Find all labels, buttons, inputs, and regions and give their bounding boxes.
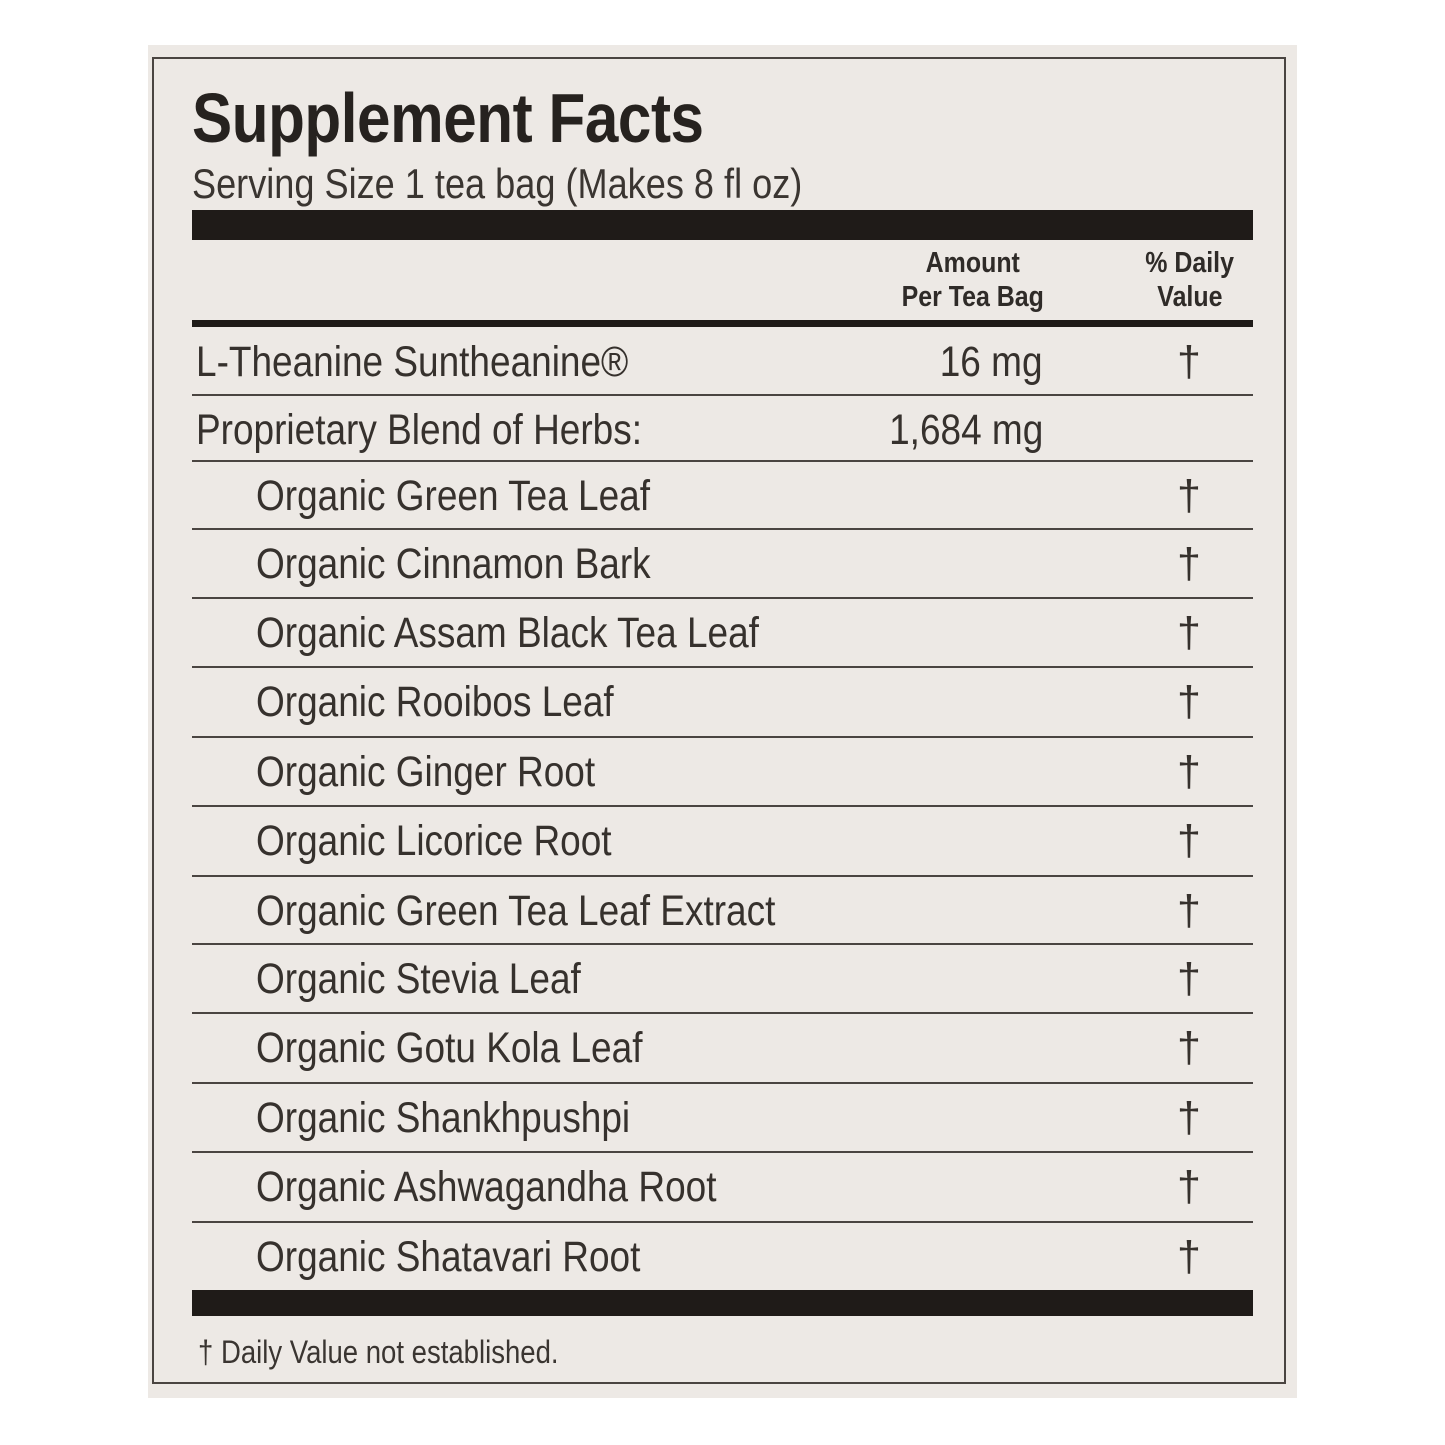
ingredient-name: Organic Green Tea Leaf Extract <box>256 887 860 936</box>
row-divider <box>192 875 1253 877</box>
dagger-daily-value: † <box>1177 887 1201 935</box>
ingredient-name-text: Organic Green Tea Leaf <box>256 472 651 520</box>
ingredient-name: L-Theanine Suntheanine® <box>196 338 699 387</box>
dagger-daily-value: † <box>1177 678 1201 726</box>
table-row: Organic Ashwagandha Root † <box>192 1153 1253 1223</box>
row-divider <box>192 1082 1253 1084</box>
ingredient-name: Organic Assam Black Tea Leaf <box>256 609 841 658</box>
dagger-daily-value: † <box>1177 1233 1201 1281</box>
table-row: L-Theanine Suntheanine® 16 mg † <box>192 328 1253 396</box>
footnote: † Daily Value not established. <box>198 1334 617 1371</box>
ingredient-name-text: Organic Ashwagandha Root <box>256 1163 717 1211</box>
ingredient-amount: 1,684 mg <box>864 406 1043 455</box>
dagger-daily-value: † <box>1177 472 1201 520</box>
ingredient-name-text: Organic Shankhpushpi <box>256 1094 631 1142</box>
ingredient-name: Organic Shankhpushpi <box>256 1094 691 1143</box>
thick-divider-bottom <box>192 1290 1253 1316</box>
label-border <box>152 57 1286 1384</box>
medium-divider <box>192 320 1253 327</box>
title-text: Supplement Facts <box>192 79 704 157</box>
ingredient-name: Organic Stevia Leaf <box>256 955 634 1004</box>
ingredient-name: Organic Ashwagandha Root <box>256 1163 791 1212</box>
ingredient-name-text: Organic Ginger Root <box>256 748 596 796</box>
serving-size-text: Serving Size 1 tea bag (Makes 8 fl oz) <box>192 160 803 207</box>
dv-header-line2: Value <box>1157 281 1223 313</box>
row-divider <box>192 666 1253 668</box>
ingredient-name: Organic Ginger Root <box>256 748 650 797</box>
dv-header-line1: % Daily <box>1145 247 1235 279</box>
ingredient-name: Organic Gotu Kola Leaf <box>256 1024 705 1073</box>
ingredient-name-text: Organic Gotu Kola Leaf <box>256 1024 643 1072</box>
ingredient-name: Organic Cinnamon Bark <box>256 540 715 589</box>
ingredient-name-text: Organic Shatavari Root <box>256 1233 641 1281</box>
table-row: Organic Licorice Root † <box>192 807 1253 877</box>
row-divider <box>192 528 1253 530</box>
dagger-daily-value: † <box>1177 609 1201 657</box>
daily-value-column-header: % Daily Value <box>1110 246 1270 314</box>
label-title: Supplement Facts <box>192 78 787 158</box>
ingredient-name-text: Organic Assam Black Tea Leaf <box>256 609 759 657</box>
table-row: Organic Gotu Kola Leaf † <box>192 1014 1253 1084</box>
ingredient-name: Organic Shatavari Root <box>256 1233 703 1282</box>
ingredient-name-text: Organic Cinnamon Bark <box>256 540 651 588</box>
ingredient-amount: 16 mg <box>923 338 1043 387</box>
dagger-daily-value: † <box>1177 540 1201 588</box>
table-row: Organic Shankhpushpi † <box>192 1084 1253 1153</box>
dagger-daily-value: † <box>1177 955 1201 1003</box>
serving-size: Serving Size 1 tea bag (Makes 8 fl oz) <box>192 160 902 208</box>
ingredient-amount-text: 1,684 mg <box>888 406 1043 454</box>
dagger-daily-value: † <box>1177 1024 1201 1072</box>
table-row: Organic Ginger Root † <box>192 738 1253 807</box>
dagger-daily-value: † <box>1177 338 1201 386</box>
ingredient-name-text: Organic Rooibos Leaf <box>256 678 614 726</box>
dagger-daily-value: † <box>1177 1163 1201 1211</box>
row-divider <box>192 943 1253 945</box>
table-row: Proprietary Blend of Herbs: 1,684 mg <box>192 396 1253 462</box>
ingredient-name-text: Organic Stevia Leaf <box>256 955 581 1003</box>
row-divider <box>192 736 1253 738</box>
row-divider <box>192 394 1253 396</box>
ingredient-name: Organic Green Tea Leaf <box>256 472 714 521</box>
table-row: Organic Green Tea Leaf † <box>192 462 1253 530</box>
ingredient-name: Organic Rooibos Leaf <box>256 678 672 727</box>
amount-column-header: Amount Per Tea Bag <box>880 246 1065 314</box>
ingredient-name-text: Organic Licorice Root <box>256 817 612 865</box>
row-divider <box>192 1151 1253 1153</box>
table-row: Organic Green Tea Leaf Extract † <box>192 877 1253 945</box>
dagger-daily-value: † <box>1177 817 1201 865</box>
ingredient-name-text: L-Theanine Suntheanine® <box>196 338 629 386</box>
amount-header-line1: Amount <box>925 247 1020 279</box>
footnote-text: † Daily Value not established. <box>198 1334 559 1370</box>
table-row: Organic Rooibos Leaf † <box>192 668 1253 738</box>
amount-header-line2: Per Tea Bag <box>901 281 1044 313</box>
row-divider <box>192 1012 1253 1014</box>
row-divider <box>192 460 1253 462</box>
row-divider <box>192 805 1253 807</box>
label-background <box>148 45 1297 1398</box>
ingredient-name-text: Organic Green Tea Leaf Extract <box>256 887 776 935</box>
row-divider <box>192 597 1253 599</box>
table-row: Organic Cinnamon Bark † <box>192 530 1253 599</box>
thick-divider-top <box>192 210 1253 240</box>
row-divider <box>192 1221 1253 1223</box>
ingredient-amount-text: 16 mg <box>940 338 1043 386</box>
dagger-daily-value: † <box>1177 1094 1201 1142</box>
ingredient-name: Proprietary Blend of Herbs: <box>196 406 715 455</box>
dagger-daily-value: † <box>1177 748 1201 796</box>
table-row: Organic Assam Black Tea Leaf † <box>192 599 1253 668</box>
table-row: Organic Shatavari Root † <box>192 1223 1253 1290</box>
ingredient-name: Organic Licorice Root <box>256 817 669 866</box>
table-row: Organic Stevia Leaf † <box>192 945 1253 1014</box>
ingredient-name-text: Proprietary Blend of Herbs: <box>196 406 643 454</box>
